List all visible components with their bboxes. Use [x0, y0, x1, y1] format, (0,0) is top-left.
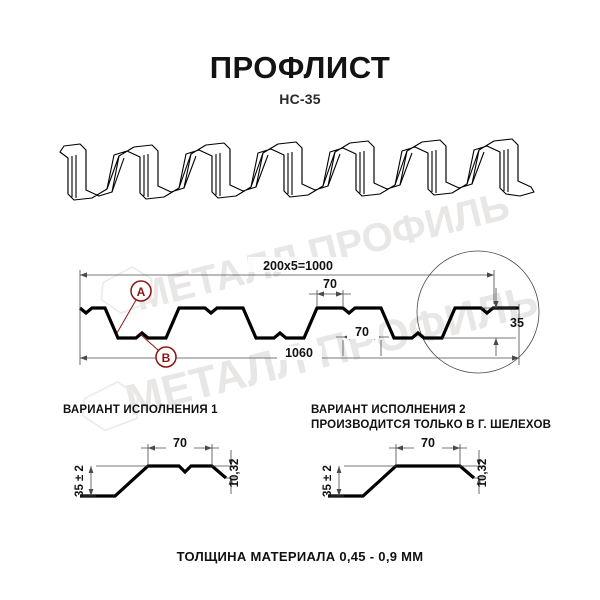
- watermark-logo-top: [100, 266, 153, 314]
- variant-2-subtitle: ПРОИЗВОДИТСЯ ТОЛЬКО В Г. ШЕЛЕХОВ: [311, 419, 552, 431]
- iso-sheet-body: [59, 138, 535, 201]
- dimension-top-flange: 70: [309, 277, 351, 306]
- variant-1-section: 70 10,32 35 ± 2: [74, 436, 241, 498]
- variant-1-thickness-label: 10,32: [229, 459, 241, 488]
- variant-2-thickness-label: 10,32: [477, 459, 489, 488]
- marker-b: B: [139, 333, 177, 368]
- dimension-pitch-label: 200x5=1000: [263, 259, 333, 273]
- variant-2-section: 70 10,32 35 ± 2: [322, 436, 489, 498]
- variant-2-height-label: 35 ± 2: [322, 465, 334, 497]
- variant-1-title: ВАРИАНТ ИСПОЛНЕНИЯ 1: [63, 404, 218, 416]
- dimension-35-label: 35: [510, 316, 524, 330]
- isometric-profile-illustration: [59, 138, 535, 201]
- dimension-pitch: 200x5=1000: [79, 257, 495, 304]
- dimension-bottom-flange: 70: [336, 324, 389, 356]
- dimension-overall-width: 1060: [79, 304, 520, 365]
- variant-1-height-label: 35 ± 2: [74, 465, 86, 497]
- variant-2-profile: [328, 464, 476, 498]
- main-cross-section-profile: [78, 306, 519, 340]
- variant-1-profile: [80, 464, 228, 498]
- dimension-height: 35: [442, 288, 524, 356]
- dimension-bottom-flange-label: 70: [355, 325, 369, 339]
- material-thickness-note: ТОЛЩИНА МАТЕРИАЛА 0,45 - 0,9 ММ: [176, 549, 424, 564]
- dimension-top-flange-label: 70: [323, 277, 337, 291]
- iso-rib-lines: [67, 145, 519, 198]
- dimension-1060-label: 1060: [285, 346, 313, 360]
- marker-a: A: [116, 280, 152, 334]
- variant-1-flange-label: 70: [173, 436, 187, 450]
- model-subtitle: НС-35: [279, 91, 321, 107]
- watermark-logo-bottom: [81, 381, 139, 432]
- marker-b-label: B: [162, 351, 171, 365]
- variant-2-title: ВАРИАНТ ИСПОЛНЕНИЯ 2: [311, 404, 466, 416]
- marker-a-label: A: [137, 285, 146, 299]
- detail-callout-circle: [416, 250, 540, 374]
- variant-2-flange-label: 70: [421, 436, 435, 450]
